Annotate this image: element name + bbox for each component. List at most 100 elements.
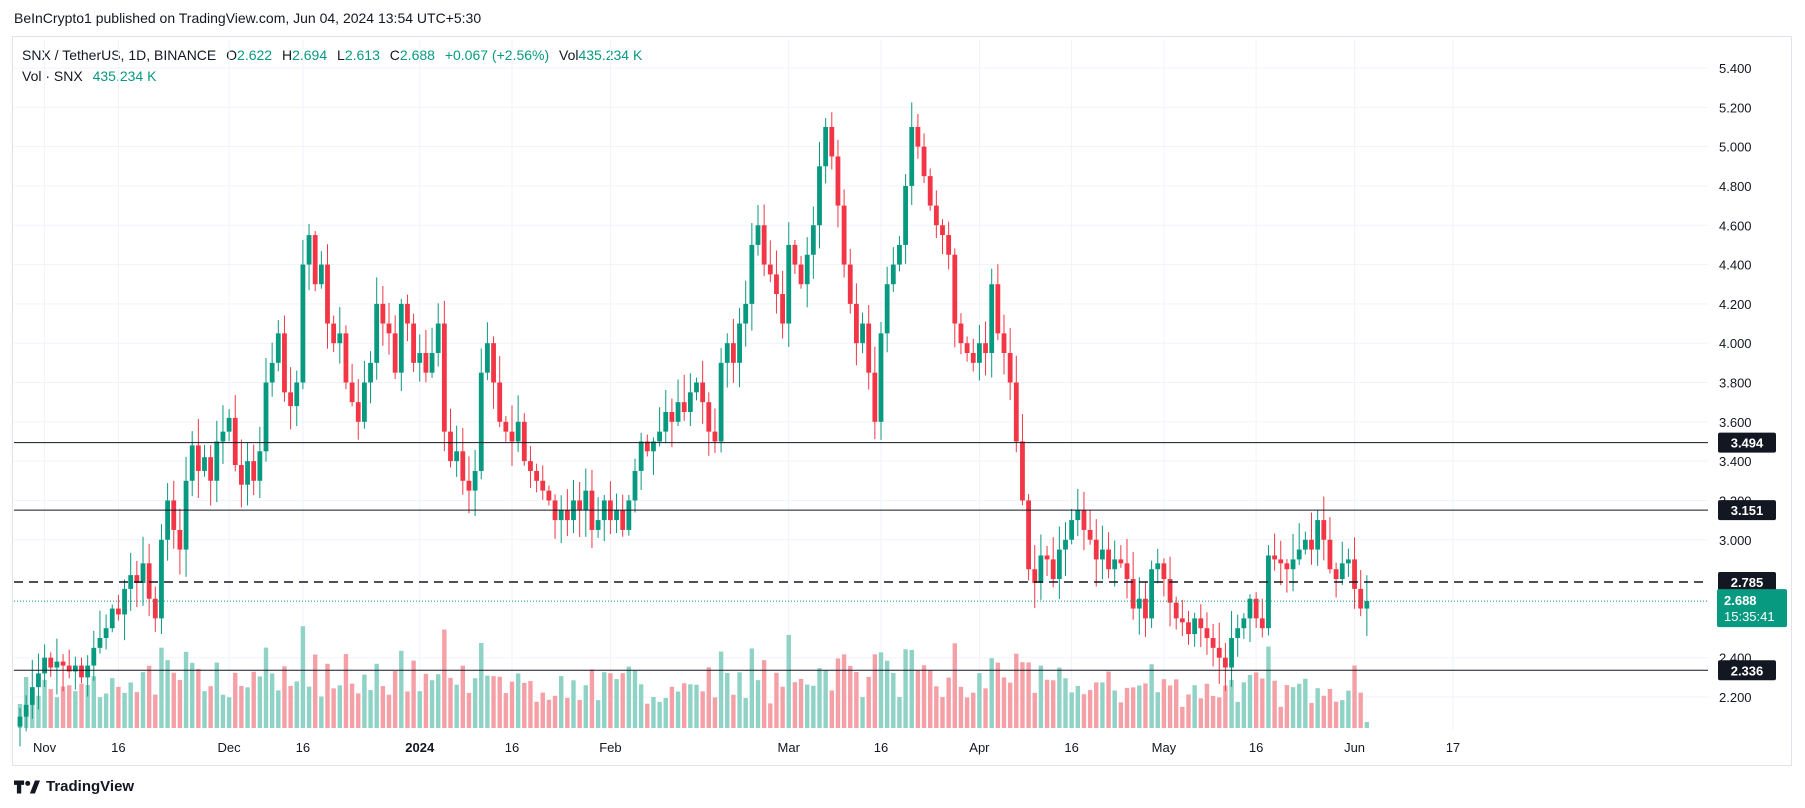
candle-body xyxy=(1124,563,1130,580)
candle-body xyxy=(97,638,103,648)
x-tick-label: 16 xyxy=(505,740,519,755)
candle-body xyxy=(737,323,742,363)
candle-body xyxy=(755,225,761,245)
x-tick-label: 17 xyxy=(1446,740,1460,755)
candle-body xyxy=(472,470,478,491)
volume-bar xyxy=(694,684,699,728)
candle-body xyxy=(558,510,564,521)
volume-bar xyxy=(282,666,287,728)
volume-bar xyxy=(983,688,988,728)
volume-bar xyxy=(1204,683,1210,728)
volume-bar xyxy=(528,681,533,728)
volume-bar xyxy=(571,680,576,728)
volume-bar xyxy=(306,686,312,728)
x-tick-label: Apr xyxy=(969,740,990,755)
candle-body xyxy=(1069,520,1075,540)
y-tick-label: 5.200 xyxy=(1719,100,1752,115)
candle-body xyxy=(1075,510,1081,521)
candle-body xyxy=(786,244,792,324)
volume-bar xyxy=(878,652,884,728)
candle-body xyxy=(491,343,496,383)
candle-body xyxy=(940,225,945,236)
volume-bar xyxy=(928,670,933,728)
volume-bar xyxy=(294,681,299,728)
volume-bar xyxy=(1290,687,1296,728)
volume-bar xyxy=(196,668,201,728)
candle-body xyxy=(140,563,146,583)
volume-bar xyxy=(442,629,447,728)
volume-bar xyxy=(257,676,263,728)
candle-body xyxy=(509,431,515,442)
volume-bar xyxy=(540,692,545,728)
candle-body xyxy=(214,441,220,481)
candle-body xyxy=(540,480,546,491)
candle-body xyxy=(441,323,447,432)
candle-body xyxy=(1358,588,1364,609)
volume-bar xyxy=(1106,671,1111,728)
candle-body xyxy=(263,382,269,452)
volume-bar xyxy=(1001,677,1007,728)
volume-bar xyxy=(466,692,472,728)
candle-body xyxy=(921,146,927,177)
volume-bar xyxy=(1130,687,1136,728)
candle-body xyxy=(42,657,47,674)
volume-bar xyxy=(977,673,982,728)
candle-body xyxy=(829,126,835,157)
volume-bar xyxy=(239,686,244,728)
candle-body xyxy=(195,445,201,471)
volume-bar xyxy=(1180,706,1185,728)
volume-bar xyxy=(276,690,281,728)
volume-bar xyxy=(583,685,588,728)
volume-bar xyxy=(1118,702,1124,728)
candle-body xyxy=(411,323,416,363)
volume-bar xyxy=(214,662,219,728)
candle-body xyxy=(1321,520,1327,540)
candle-body xyxy=(275,333,281,363)
close-label: C xyxy=(389,47,400,63)
volume-bar xyxy=(675,691,681,728)
candle-body xyxy=(1235,628,1241,639)
volume-bar xyxy=(651,697,656,728)
volume-bar xyxy=(768,703,773,728)
volume-bar xyxy=(1266,646,1271,728)
symbol-name[interactable]: SNX / TetherUS, 1D, BINANCE xyxy=(22,47,217,63)
candle-body xyxy=(128,575,134,589)
volume-bar xyxy=(614,679,619,728)
volume-bar xyxy=(645,703,650,728)
volume-bar xyxy=(958,686,964,728)
candle-body xyxy=(288,392,293,407)
volume-bar xyxy=(54,697,60,728)
tradingview-brand[interactable]: TradingView xyxy=(14,778,134,795)
candle-body xyxy=(392,333,398,373)
y-tick-label: 4.200 xyxy=(1719,297,1752,312)
candle-body xyxy=(454,451,460,462)
volume-indicator-label[interactable]: Vol · SNX xyxy=(22,68,83,84)
candle-body xyxy=(749,244,755,304)
candle-body xyxy=(534,470,539,481)
candle-body xyxy=(724,343,730,363)
volume-bar xyxy=(817,668,822,728)
volume-bar xyxy=(48,689,53,728)
volume-bar xyxy=(331,688,336,728)
candle-body xyxy=(1149,569,1154,619)
candle-body xyxy=(854,303,859,344)
candle-body xyxy=(239,465,244,485)
candle-body xyxy=(687,392,693,412)
candle-body xyxy=(23,704,29,717)
y-tick-label: 5.000 xyxy=(1719,140,1752,155)
volume-bar xyxy=(116,686,121,728)
candle-body xyxy=(1352,559,1357,589)
candle-body xyxy=(1020,441,1025,501)
volume-bar xyxy=(589,669,595,728)
candle-body xyxy=(989,284,995,354)
candle-body xyxy=(503,421,509,432)
candle-body xyxy=(448,431,453,462)
candle-body xyxy=(657,431,662,442)
volume-bar xyxy=(534,701,539,728)
volume-bar xyxy=(399,650,404,728)
volume-bar xyxy=(110,678,115,728)
volume-bar xyxy=(1069,692,1074,728)
volume-bar xyxy=(1358,692,1363,728)
candle-body xyxy=(374,303,380,363)
